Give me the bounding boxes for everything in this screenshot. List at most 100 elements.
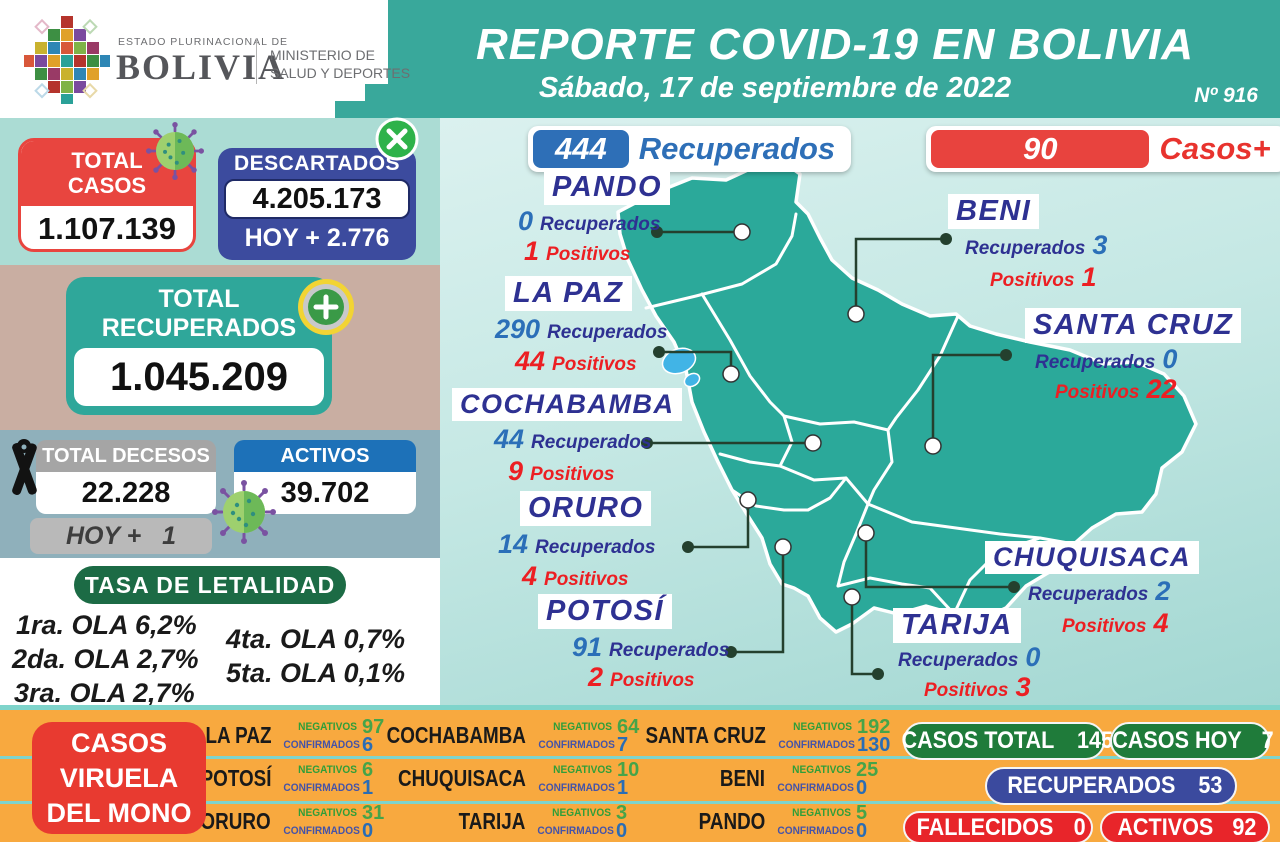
la-paz-positivos-value: 44 [515, 346, 546, 376]
casos-total-label: Casos+ [1159, 131, 1271, 166]
tarija-positivos: Positivos 3 [924, 672, 1031, 703]
oruro-title: ORURO [520, 491, 652, 526]
report-date: Sábado, 17 de septiembre de 2022 [538, 72, 1012, 104]
pando-recuperados: 0 Recuperados [518, 206, 660, 237]
badge-label: CASOS HOY [1112, 727, 1243, 754]
potosi-positivos-label: Positivos [610, 670, 695, 691]
confirmados-label: CONFIRMADOS [283, 738, 360, 751]
la-paz-positivos-label: Positivos [552, 354, 637, 375]
monkeypox-cell-oruro: ORURO NEGATIVOS 31 CONFIRMADOS 0 [201, 800, 408, 842]
monkeypox-column-1: LA PAZ NEGATIVOS 97 CONFIRMADOS 6 POTOSÍ N… [200, 714, 408, 842]
dept-name: ORURO [200, 808, 271, 834]
casos-total-badge: 90 Casos+ [926, 126, 1280, 172]
total-decesos-label: TOTAL DECESOS [36, 440, 216, 472]
dept-name: SANTA CRUZ [645, 722, 766, 748]
negativos-value: 192 [857, 715, 891, 738]
ola-1: 1ra. OLA 6,2% [16, 610, 197, 640]
report-number: Nº 916 [1194, 84, 1258, 107]
beni-positivos: Positivos 1 [990, 262, 1097, 293]
negativos-label: NEGATIVOS [298, 806, 357, 819]
confirmados-value: 130 [857, 733, 891, 756]
chuquisaca-recuperados: Recuperados 2 [1028, 576, 1170, 607]
ola-2: 2da. OLA 2,7% [12, 644, 199, 674]
negativos-value: 25 [856, 758, 879, 781]
monkeypox-panel: CASOS VIRUELA DEL MONO LA PAZ NEGATIVOS 9… [0, 705, 1280, 842]
chuquisaca-positivos-value: 4 [1153, 608, 1169, 638]
dept-name: LA PAZ [204, 722, 271, 748]
la-paz-positivos: 44 Positivos [515, 346, 637, 377]
oruro-recuperados-value: 14 [498, 529, 529, 559]
monkeypox-fallecidos-badge: FALLECIDOS 0 [903, 811, 1093, 842]
potosi-positivos-value: 2 [588, 662, 604, 692]
negativos-value: 97 [362, 715, 385, 738]
la-paz-recuperados-label: Recuperados [547, 322, 668, 343]
tarija-title: TARIJA [893, 608, 1021, 643]
oruro-positivos-value: 4 [522, 561, 538, 591]
negativos-label: NEGATIVOS [298, 763, 357, 776]
pando-recuperados-label: Recuperados [540, 214, 661, 235]
cochabamba-recuperados-label: Recuperados [531, 432, 652, 453]
potosi-recuperados-label: Recuperados [609, 640, 730, 661]
report-title: REPORTE COVID-19 EN BOLIVIA [475, 20, 1195, 69]
connector-lines [647, 230, 1014, 676]
dept-name: BENI [719, 765, 765, 791]
badge-label: ACTIVOS [1117, 813, 1214, 841]
total-casos-label-line2: CASOS [67, 173, 147, 198]
monkeypox-casos-total-badge: CASOS TOTAL 145 [901, 722, 1113, 760]
negativos-value: 31 [362, 801, 385, 824]
monkeypox-title-line1: CASOS [70, 728, 168, 758]
decesos-today-value: 1 [162, 522, 177, 550]
virus-icon [146, 122, 204, 185]
logo-divider [256, 38, 257, 84]
decesos-today-label: HOY + [65, 522, 142, 550]
beni-recuperados-value: 3 [1092, 230, 1108, 260]
negativos-value: 64 [617, 715, 640, 738]
close-icon [374, 116, 420, 167]
beni-title: BENI [948, 194, 1040, 229]
beni-positivos-value: 1 [1081, 262, 1097, 292]
potosi-title: POTOSÍ [538, 594, 673, 629]
header-step-decoration [365, 84, 389, 118]
potosi-connector-line [731, 547, 785, 654]
cochabamba-positivos-value: 9 [508, 456, 524, 486]
section-tasa-letalidad: TASA DE LETALIDAD 1ra. OLA 6,2% 2da. OLA… [0, 558, 440, 708]
badge-value: 92 [1232, 813, 1257, 841]
beni-connector-line [854, 237, 946, 314]
pando-title: PANDO [544, 170, 671, 205]
la-paz-recuperados-value: 290 [495, 314, 541, 344]
total-casos-label-line1: TOTAL [71, 148, 143, 173]
descartados-label: DESCARTADOS [233, 152, 401, 175]
negativos-value: 6 [362, 758, 374, 781]
monkeypox-column-3: SANTA CRUZ NEGATIVOS 192 CONFIRMADOS 130 B… [646, 714, 903, 842]
cochabamba-recuperados: 44 Recuperados [494, 424, 651, 455]
confirmados-value: 6 [362, 733, 374, 756]
descartados-today: HOY + 2.776 [244, 224, 390, 252]
beni-recuperados-label: Recuperados [965, 238, 1086, 259]
badge-label: CASOS TOTAL [901, 727, 1055, 754]
total-recuperados-value: 1.045.209 [74, 348, 324, 406]
pando-positivos-value: 1 [524, 236, 540, 266]
tarija-connector-line [850, 597, 878, 676]
badge-label: FALLECIDOS [916, 813, 1054, 841]
badge-value: 0 [1073, 813, 1087, 841]
confirmados-label: CONFIRMADOS [538, 738, 615, 751]
chuquisaca-title: CHUQUISACA [985, 541, 1200, 574]
section-total-casos: TOTAL CASOS 1.107.139 [0, 116, 440, 265]
negativos-label: NEGATIVOS [298, 720, 357, 733]
ola-5: 5ta. OLA 0,1% [226, 658, 406, 688]
santa-cruz-title: SANTA CRUZ [1025, 308, 1242, 343]
monkeypox-cell-pando: PANDO NEGATIVOS 5 CONFIRMADOS 0 [658, 800, 903, 842]
ministry-line2: SALUD Y DEPORTES [270, 65, 411, 81]
potosi-recuperados-value: 91 [572, 632, 603, 662]
santa-cruz-map-marker [924, 437, 942, 455]
dept-name: COCHABAMBA [386, 722, 526, 748]
beni-positivos-label: Positivos [990, 270, 1075, 291]
total-recuperados-card: TOTAL RECUPERADOS 1.045.209 [66, 277, 332, 415]
confirmados-value: 1 [362, 776, 374, 799]
beni-map-marker [847, 305, 865, 323]
logo-estado-text: ESTADO PLURINACIONAL DE [118, 36, 289, 48]
santa-cruz-recuperados: Recuperados 0 [1035, 344, 1177, 375]
confirmados-label: CONFIRMADOS [537, 824, 614, 837]
cochabamba-positivos-label: Positivos [530, 464, 615, 485]
header-step-decoration [335, 101, 366, 118]
